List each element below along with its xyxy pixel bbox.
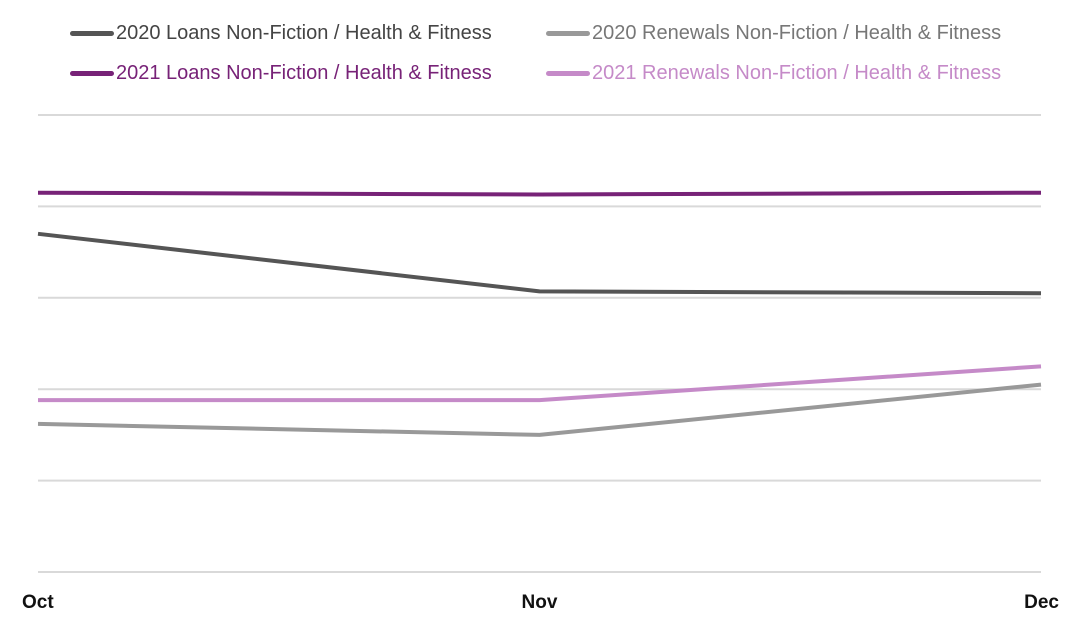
legend-swatch-2021-renewals [546, 71, 590, 76]
series-lines [37, 190, 1042, 437]
legend-swatch-2020-renewals [546, 31, 590, 36]
legend-item-2021-renewals: 2021 Renewals Non-Fiction / Health & Fit… [546, 62, 1001, 85]
legend-item-2020-renewals: 2020 Renewals Non-Fiction / Health & Fit… [546, 22, 1001, 45]
legend-label-2020-loans: 2020 Loans Non-Fiction / Health & Fitnes… [116, 22, 492, 44]
x-tick-label: Oct [22, 592, 54, 613]
series-line-1 [37, 382, 1042, 437]
x-tick-label: Dec [1024, 592, 1059, 613]
series-line-3 [38, 364, 1042, 403]
legend-label-2021-renewals: 2021 Renewals Non-Fiction / Health & Fit… [592, 62, 1002, 84]
legend-label-2020-renewals: 2020 Renewals Non-Fiction / Health & Fit… [592, 22, 1002, 44]
legend: 2020 Loans Non-Fiction / Health & Fitnes… [0, 0, 1081, 100]
x-axis-ticks: Oct Nov Dec [22, 592, 1059, 613]
legend-swatch-2021-loans [70, 71, 114, 76]
legend-item-2020-loans: 2020 Loans Non-Fiction / Health & Fitnes… [70, 22, 492, 45]
gridlines [38, 114, 1041, 573]
x-tick-label: Nov [522, 592, 558, 613]
legend-swatch-2020-loans [70, 31, 114, 36]
series-line-0 [37, 231, 1042, 296]
legend-label-2021-loans: 2021 Loans Non-Fiction / Health & Fitnes… [116, 62, 492, 84]
legend-item-2021-loans: 2021 Loans Non-Fiction / Health & Fitnes… [70, 62, 492, 85]
series-line-2 [37, 190, 1042, 197]
